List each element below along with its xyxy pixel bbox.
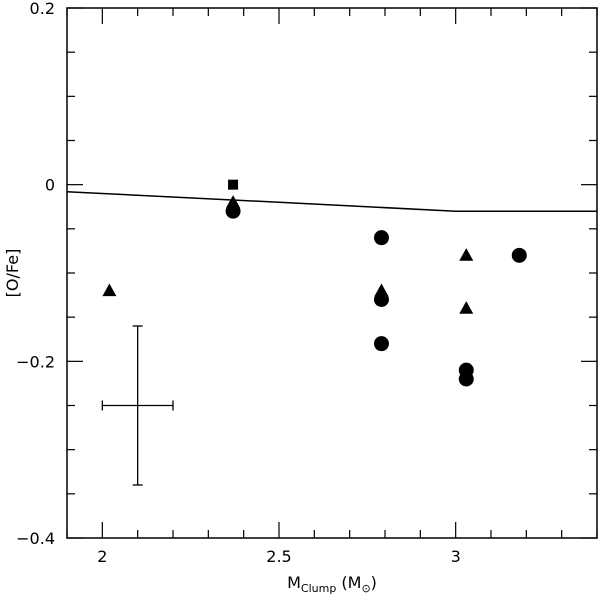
x-axis-label-sub: Clump (301, 582, 336, 595)
triangle-marker (102, 283, 117, 297)
y-tick-label: 0.2 (30, 0, 55, 18)
model-line (66, 190, 597, 212)
x-axis-label-unit-sub: ⊙ (361, 582, 370, 595)
plot-frame (66, 7, 598, 539)
x-axis-label-unit-close: ) (371, 573, 377, 592)
error-bar (101, 325, 174, 486)
triangle-marker (226, 195, 241, 208)
data-markers (102, 179, 527, 387)
x-tick-label: 3 (451, 547, 461, 566)
circle-marker (373, 336, 389, 352)
axis-ticks (66, 7, 598, 539)
triangle-marker (459, 301, 474, 314)
triangle-marker (374, 283, 389, 297)
x-tick-label: 2.5 (266, 547, 291, 566)
circle-marker (458, 371, 474, 387)
x-tick-label: 2 (97, 547, 107, 566)
x-axis-label-main: M (287, 573, 301, 592)
axis-tick-labels: 2 2.5 3 −0.4 −0.2 0 0.2 (16, 0, 461, 566)
y-tick-label: −0.4 (16, 529, 55, 548)
circle-marker (511, 247, 527, 263)
square-marker (228, 179, 239, 190)
triangle-marker (459, 248, 474, 261)
x-axis-label: MClump (M⊙) (287, 573, 377, 595)
x-axis-label-unit-open: (M (336, 573, 361, 592)
y-tick-label: 0 (45, 176, 55, 195)
y-axis-label: [O/Fe] (3, 249, 22, 298)
y-tick-label: −0.2 (16, 352, 55, 371)
circle-marker (373, 230, 389, 246)
